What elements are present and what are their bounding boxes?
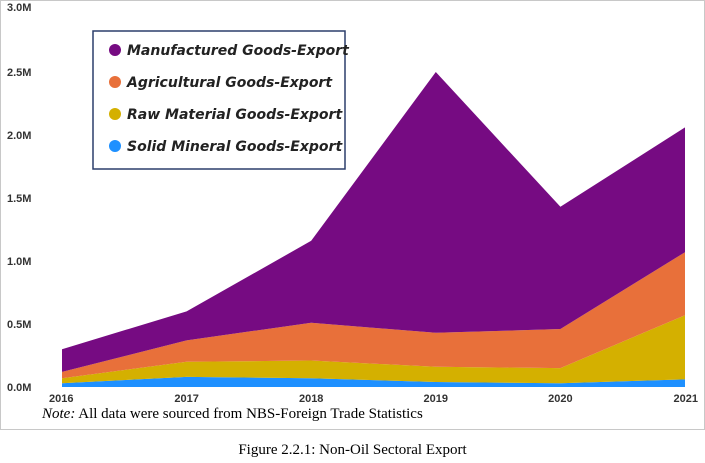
legend-label: Solid Mineral Goods-Export	[127, 139, 343, 155]
y-tick-label: 3.0M	[7, 2, 31, 14]
stacked-area-chart: 0.0M 0.5M 1.0M 1.5M 2.0M 2.5M 3.0M 2016 2017 2018…	[7, 2, 698, 405]
legend: Manufactured Goods-Export Agricultural Go…	[92, 30, 350, 170]
source-note: Note: All data were sourced from NBS-For…	[42, 406, 423, 423]
y-tick-label: 2.0M	[7, 130, 31, 142]
legend-label: Raw Material Goods-Export	[127, 107, 343, 123]
x-tick-label: 2020	[548, 393, 572, 405]
y-tick-label: 0.0M	[7, 382, 31, 394]
chart-frame: 0.0M 0.5M 1.0M 1.5M 2.0M 2.5M 3.0M 2016 2017 2018…	[0, 0, 705, 430]
y-tick-label: 2.5M	[7, 67, 31, 79]
legend-box	[92, 30, 346, 170]
y-tick-label: 1.0M	[7, 256, 31, 268]
area-manufactured-goods-export	[62, 72, 685, 372]
note-label: Note:	[42, 406, 76, 422]
x-tick-label: 2017	[174, 393, 198, 405]
x-tick-label: 2018	[299, 393, 323, 405]
area-solid-mineral-goods-export	[62, 376, 685, 387]
legend-marker	[109, 44, 121, 56]
y-tick-label: 1.5M	[7, 193, 31, 205]
legend-marker	[109, 108, 121, 120]
y-tick-label: 0.5M	[7, 319, 31, 331]
legend-marker	[109, 76, 121, 88]
area-raw-material-goods-export	[62, 315, 685, 384]
x-tick-label: 2021	[674, 393, 698, 405]
legend-label: Agricultural Goods-Export	[126, 75, 333, 91]
area-agricultural-goods-export	[62, 252, 685, 379]
note-text: All data were sourced from NBS-Foreign T…	[75, 406, 423, 422]
figure-caption: Figure 2.2.1: Non-Oil Sectoral Export	[238, 442, 467, 458]
x-tick-label: 2016	[49, 393, 73, 405]
x-tick-label: 2019	[424, 393, 448, 405]
legend-marker	[109, 140, 121, 152]
legend-label: Manufactured Goods-Export	[127, 43, 350, 59]
